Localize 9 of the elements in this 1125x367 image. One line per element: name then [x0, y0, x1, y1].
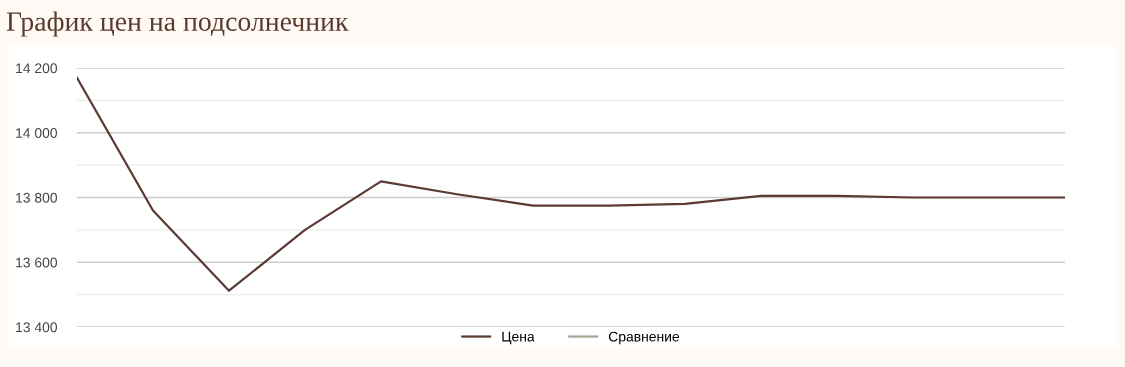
legend-label: Цена: [502, 331, 535, 345]
line-series: [77, 76, 1065, 292]
y-tick-label: 13 600: [16, 257, 58, 268]
y-tick-label: 14 000: [16, 128, 58, 138]
y-tick-label: 14 200: [16, 63, 58, 74]
y-tick-label: 13 800: [16, 192, 58, 203]
legend-label: Сравнение: [608, 331, 680, 345]
chart-title: График цен на подсолнечник: [6, 11, 349, 37]
y-tick-label: 13 400: [16, 322, 58, 333]
